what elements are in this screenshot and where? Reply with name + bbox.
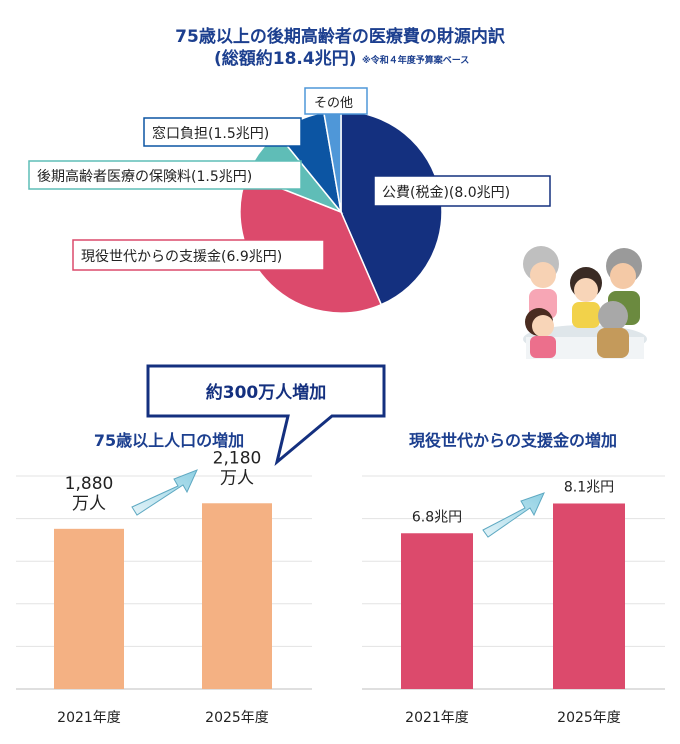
rightChart-data-label: 8.1兆円 [564,479,614,495]
left-chart-title: 75歳以上人口の増加 [94,431,244,450]
leftChart-data-label: 万人 [72,494,106,514]
leftChart-data-label: 1,880 [65,474,114,494]
pie-label-other: その他 [304,87,368,115]
pie-label-support: 現役世代からの支援金(6.9兆円) [72,239,325,271]
pie-label-copay-text: 窓口負担(1.5兆円) [152,125,269,142]
pie-note: ※令和４年度予算案ベース [362,54,469,66]
pie-label-premium-text: 後期高齢者医療の保険料(1.5兆円) [37,168,252,185]
rightChart-bar-1 [553,503,625,689]
pie-label-public: 公費(税金)(8.0兆円) [373,175,551,207]
rightChart-category-label: 2025年度 [557,710,621,726]
pie-label-premium: 後期高齢者医療の保険料(1.5兆円) [28,160,302,190]
rightChart-data-label: 6.8兆円 [412,509,462,525]
rightChart-category-label: 2021年度 [405,710,469,726]
callout-text: 約300万人増加 [206,382,327,403]
leftChart-category-label: 2025年度 [205,710,269,726]
pie-label-support-text: 現役世代からの支援金(6.9兆円) [81,249,282,265]
pie-title-line1: 75歳以上の後期高齢者の医療費の財源内訳 [175,26,506,47]
leftChart-bar-1 [202,503,272,689]
left-increase-arrow [131,469,198,516]
rightChart-bar-0 [401,533,473,689]
family-illustration [523,246,647,359]
leftChart-data-label: 2,180 [213,448,262,468]
pie-label-public-text: 公費(税金)(8.0兆円) [382,185,510,201]
right-chart-title: 現役世代からの支援金の増加 [409,431,617,450]
right-bar-chart: 2021年度 6.8兆円 2025年度 8.1兆円 [362,475,665,726]
callout-bubble: 約300万人増加 [146,364,386,467]
leftChart-data-label: 万人 [220,468,254,488]
leftChart-bar-0 [54,528,124,689]
pie-title-line2: (総額約18.4兆円) [214,48,356,69]
leftChart-category-label: 2021年度 [57,710,121,726]
pie-label-copay: 窓口負担(1.5兆円) [143,117,302,147]
pie-label-other-text: その他 [314,96,353,111]
right-increase-arrow [482,492,545,538]
